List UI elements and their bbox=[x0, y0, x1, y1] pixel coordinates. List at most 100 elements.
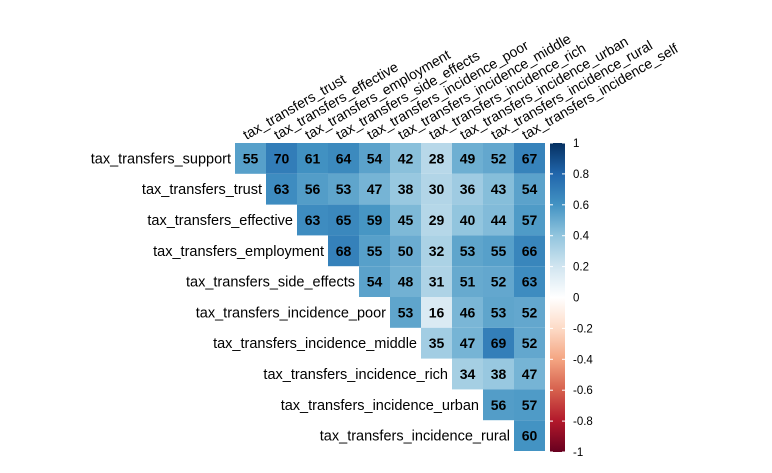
heatmap-cell bbox=[297, 143, 328, 174]
heatmap-cell bbox=[483, 358, 514, 390]
heatmap-cell bbox=[452, 235, 483, 267]
cell-value-label: 43 bbox=[491, 181, 507, 197]
column-labels: tax_transfers_trusttax_transfers_effecti… bbox=[240, 30, 681, 142]
heatmap-cell bbox=[452, 204, 483, 236]
colorbar-tick-label: 0 bbox=[573, 293, 579, 305]
row-labels: tax_transfers_support tax_transfers_trust… bbox=[91, 151, 510, 444]
heatmap-cell bbox=[297, 173, 328, 205]
cell-value-label: 46 bbox=[460, 304, 476, 320]
heatmap-cell bbox=[235, 143, 266, 174]
heatmap-cell bbox=[514, 204, 545, 236]
heatmap-cell bbox=[514, 358, 545, 390]
cell-value-label: 57 bbox=[522, 212, 538, 228]
row-label: tax_transfers_trust bbox=[142, 182, 262, 198]
heatmap-cell bbox=[421, 173, 452, 205]
heatmap-cell bbox=[483, 173, 514, 205]
cell-value-label: 34 bbox=[460, 366, 476, 382]
heatmap-cell bbox=[359, 173, 390, 205]
colorbar: 1 0.8 0.6 0.4 0.2 0 -0.2 -0.4 -0.6 -0.8 -1 bbox=[550, 138, 593, 459]
heatmap-cell bbox=[328, 204, 359, 236]
cell-value-label: 49 bbox=[460, 150, 476, 166]
cell-value-label: 16 bbox=[429, 304, 445, 320]
colorbar-tick-label: 0.2 bbox=[573, 262, 589, 274]
heatmap-cell bbox=[328, 235, 359, 267]
heatmap-cell bbox=[514, 235, 545, 267]
heatmap-cell bbox=[514, 327, 545, 359]
cell-value-label: 29 bbox=[429, 212, 445, 228]
heatmap-cell bbox=[483, 266, 514, 297]
heatmap-cell bbox=[483, 204, 514, 236]
cell-value-label: 55 bbox=[243, 150, 259, 166]
cell-value-label: 54 bbox=[367, 274, 383, 290]
cell-value-label: 38 bbox=[398, 181, 414, 197]
cell-value-label: 56 bbox=[491, 397, 507, 413]
heatmap-cell bbox=[514, 297, 545, 328]
colorbar-tick-label: -1 bbox=[573, 447, 583, 459]
cell-value-label: 53 bbox=[460, 243, 476, 259]
cell-value-label: 60 bbox=[522, 428, 538, 444]
heatmap-cell bbox=[514, 389, 545, 421]
heatmap-cell bbox=[452, 327, 483, 359]
heatmap-cell bbox=[452, 173, 483, 205]
heatmap-cell bbox=[452, 297, 483, 328]
row-label: tax_transfers_side_effects bbox=[186, 275, 355, 291]
heatmap-cell bbox=[452, 266, 483, 297]
cell-value-label: 40 bbox=[460, 212, 476, 228]
cell-value-label: 31 bbox=[429, 274, 445, 290]
heatmap-cell bbox=[452, 143, 483, 174]
cell-value-label: 52 bbox=[522, 335, 538, 351]
colorbar-gradient bbox=[550, 143, 565, 452]
cell-value-label: 28 bbox=[429, 150, 445, 166]
cell-value-label: 54 bbox=[367, 150, 383, 166]
cell-value-label: 47 bbox=[367, 181, 383, 197]
heatmap-cell bbox=[390, 235, 421, 267]
row-label: tax_transfers_incidence_rich bbox=[263, 367, 448, 383]
colorbar-tick-label: 1 bbox=[573, 138, 579, 150]
cell-value-label: 67 bbox=[522, 150, 538, 166]
cell-value-label: 44 bbox=[491, 212, 507, 228]
colorbar-tick-label: -0.4 bbox=[573, 354, 593, 366]
cell-value-label: 48 bbox=[398, 274, 414, 290]
heatmap-cell bbox=[421, 266, 452, 297]
cell-value-label: 63 bbox=[522, 274, 538, 290]
cell-value-label: 63 bbox=[305, 212, 321, 228]
heatmap-cell bbox=[297, 204, 328, 236]
row-label: tax_transfers_incidence_poor bbox=[196, 305, 386, 321]
heatmap-cell bbox=[452, 358, 483, 390]
colorbar-tick-label: -0.2 bbox=[573, 323, 593, 335]
heatmap-cell bbox=[421, 297, 452, 328]
cell-value-label: 61 bbox=[305, 150, 321, 166]
row-label: tax_transfers_incidence_rural bbox=[320, 429, 510, 445]
cell-value-label: 59 bbox=[367, 212, 383, 228]
row-label: tax_transfers_effective bbox=[147, 213, 293, 229]
cell-value-label: 38 bbox=[491, 366, 507, 382]
heatmap-cell bbox=[328, 173, 359, 205]
heatmap-cell bbox=[266, 173, 297, 205]
cell-value-label: 47 bbox=[460, 335, 476, 351]
colorbar-tick-label: -0.6 bbox=[573, 385, 593, 397]
heatmap-cell bbox=[483, 143, 514, 174]
heatmap-cell bbox=[266, 143, 297, 174]
cell-value-label: 52 bbox=[491, 274, 507, 290]
cell-value-label: 70 bbox=[274, 150, 290, 166]
row-label: tax_transfers_incidence_urban bbox=[281, 398, 479, 414]
cell-value-label: 45 bbox=[398, 212, 414, 228]
cell-value-label: 42 bbox=[398, 150, 414, 166]
heatmap-cell bbox=[390, 204, 421, 236]
cell-value-label: 54 bbox=[522, 181, 538, 197]
cell-value-label: 50 bbox=[398, 243, 414, 259]
row-label: tax_transfers_incidence_middle bbox=[213, 336, 417, 352]
cell-value-label: 30 bbox=[429, 181, 445, 197]
heatmap-cell bbox=[421, 143, 452, 174]
heatmap-cell bbox=[390, 173, 421, 205]
cell-value-label: 66 bbox=[522, 243, 538, 259]
heatmap-cell bbox=[328, 143, 359, 174]
heatmap-cell bbox=[514, 266, 545, 297]
heatmap-cell bbox=[359, 204, 390, 236]
cell-value-label: 55 bbox=[367, 243, 383, 259]
heatmap-cell bbox=[390, 266, 421, 297]
heatmap-cell bbox=[483, 297, 514, 328]
colorbar-tick-label: 0.4 bbox=[573, 231, 590, 243]
cell-value-label: 63 bbox=[274, 181, 290, 197]
